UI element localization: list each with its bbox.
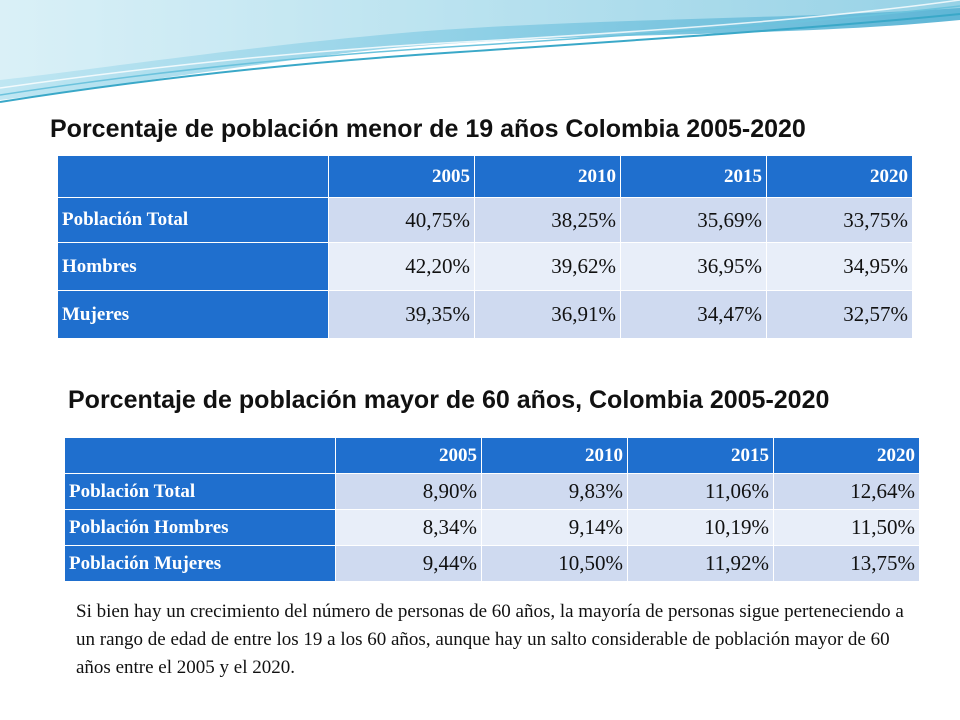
row-label-poblacion-total: Población Total	[64, 473, 336, 510]
row-label-mujeres: Mujeres	[57, 290, 329, 339]
table-row: Mujeres 39,35% 36,91% 34,47% 32,57%	[57, 290, 913, 339]
row-label-poblacion-total: Población Total	[57, 197, 329, 243]
summary-paragraph: Si bien hay un crecimiento del número de…	[76, 601, 904, 678]
table-row: Población Total 40,75% 38,25% 35,69% 33,…	[57, 197, 913, 243]
table-row: Población Mujeres 9,44% 10,50% 11,92% 13…	[64, 545, 920, 582]
table-cell: 36,95%	[620, 242, 767, 291]
table-cell: 32,57%	[766, 290, 913, 339]
table-cell: 10,50%	[481, 545, 628, 582]
table1-year-2020: 2020	[766, 155, 913, 198]
table2-year-2015: 2015	[627, 437, 774, 474]
row-label-hombres: Hombres	[57, 242, 329, 291]
table-cell: 42,20%	[328, 242, 475, 291]
table-cell: 9,14%	[481, 509, 628, 546]
table-cell: 38,25%	[474, 197, 621, 243]
table2-year-2020: 2020	[773, 437, 920, 474]
table2-corner-cell	[64, 437, 336, 474]
table-row: Hombres 42,20% 39,62% 36,95% 34,95%	[57, 242, 913, 291]
row-label-poblacion-hombres: Población Hombres	[64, 509, 336, 546]
table-cell: 8,90%	[335, 473, 482, 510]
table-cell: 13,75%	[773, 545, 920, 582]
table-cell: 11,06%	[627, 473, 774, 510]
table-cell: 34,95%	[766, 242, 913, 291]
table-row: Población Hombres 8,34% 9,14% 10,19% 11,…	[64, 509, 920, 546]
table-cell: 34,47%	[620, 290, 767, 339]
table-cell: 39,35%	[328, 290, 475, 339]
table2-title: Porcentaje de población mayor de 60 años…	[68, 386, 830, 414]
table-cell: 39,62%	[474, 242, 621, 291]
table-cell: 10,19%	[627, 509, 774, 546]
table-cell: 11,50%	[773, 509, 920, 546]
table-row: Población Total 8,90% 9,83% 11,06% 12,64…	[64, 473, 920, 510]
table-cell: 36,91%	[474, 290, 621, 339]
table-cell: 40,75%	[328, 197, 475, 243]
table-cell: 11,92%	[627, 545, 774, 582]
row-label-poblacion-mujeres: Población Mujeres	[64, 545, 336, 582]
table-cell: 12,64%	[773, 473, 920, 510]
under-19-table: 2005 2010 2015 2020 Población Total 40,7…	[57, 155, 913, 339]
table2-year-2010: 2010	[481, 437, 628, 474]
table-cell: 8,34%	[335, 509, 482, 546]
table1-year-2010: 2010	[474, 155, 621, 198]
table-cell: 33,75%	[766, 197, 913, 243]
over-60-table: 2005 2010 2015 2020 Población Total 8,90…	[64, 437, 920, 582]
table-cell: 35,69%	[620, 197, 767, 243]
table1-year-2005: 2005	[328, 155, 475, 198]
table-cell: 9,44%	[335, 545, 482, 582]
table2-year-2005: 2005	[335, 437, 482, 474]
table1-year-2015: 2015	[620, 155, 767, 198]
table-cell: 9,83%	[481, 473, 628, 510]
table1-corner-cell	[57, 155, 329, 198]
table1-title: Porcentaje de población menor de 19 años…	[50, 115, 806, 143]
header-wave-decoration	[0, 0, 960, 103]
